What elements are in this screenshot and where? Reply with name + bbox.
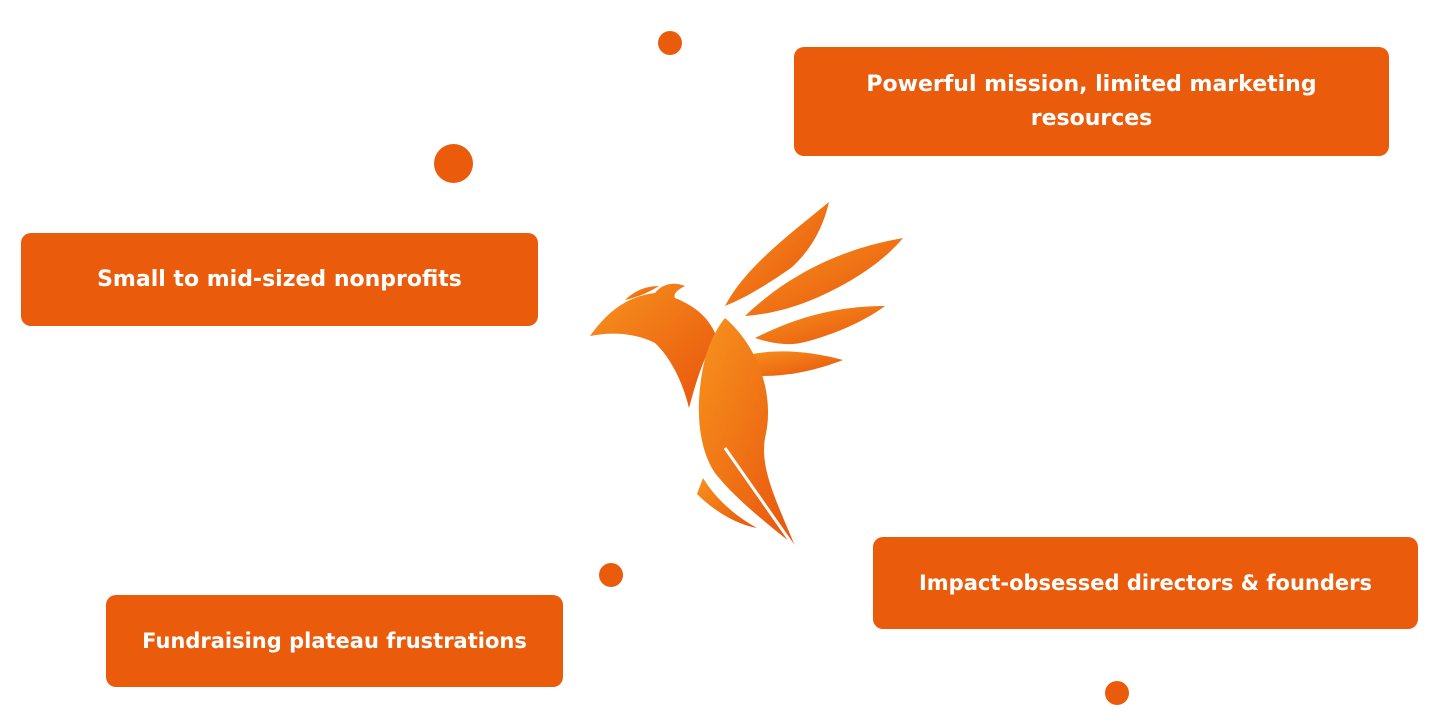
- card-directors: Impact-obsessed directors & founders: [873, 537, 1418, 629]
- card-mission: Powerful mission, limited marketing reso…: [794, 47, 1389, 156]
- decorative-dot: [1105, 681, 1129, 705]
- card-nonprofits: Small to mid-sized nonprofits: [21, 233, 538, 326]
- card-directors-text: Impact-obsessed directors & founders: [918, 571, 1373, 595]
- decorative-dot: [434, 144, 473, 183]
- phoenix-feather-icon: [590, 202, 903, 549]
- card-mission-text: Powerful mission, limited marketing reso…: [866, 71, 1317, 131]
- card-nonprofits-text: Small to mid-sized nonprofits: [97, 266, 462, 292]
- decorative-dot: [599, 563, 623, 587]
- card-fundraising: Fundraising plateau frustrations: [106, 595, 563, 687]
- decorative-dot: [658, 31, 682, 55]
- card-fundraising-text: Fundraising plateau frustrations: [142, 629, 527, 653]
